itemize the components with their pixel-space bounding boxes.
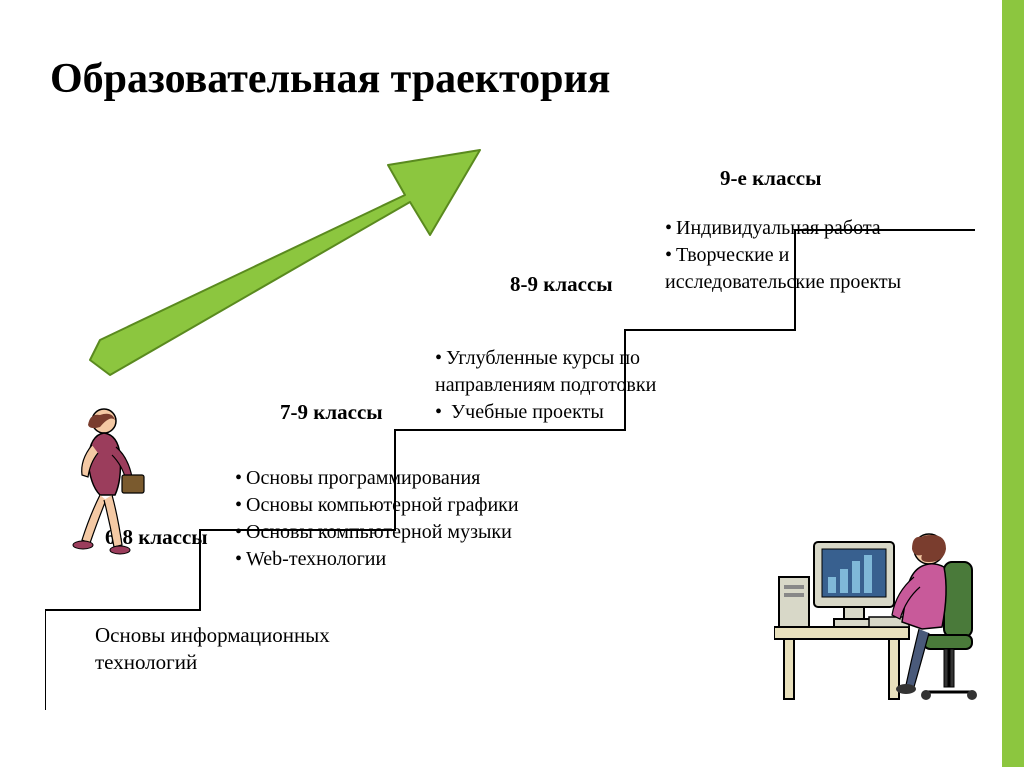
step-item: Web-технологии bbox=[235, 546, 585, 573]
accent-side-bar bbox=[1002, 0, 1024, 767]
step-item: Углубленные курсы по направлениям подгот… bbox=[435, 345, 755, 399]
page-title: Образовательная траектория bbox=[50, 55, 610, 103]
walking-person-icon bbox=[60, 405, 155, 555]
step-items-2: Углубленные курсы по направлениям подгот… bbox=[435, 345, 755, 426]
base-label: Основы информационных технологий bbox=[95, 622, 375, 677]
step-label-2: 7-9 классы bbox=[280, 400, 383, 425]
step-label-3: 8-9 классы bbox=[510, 272, 613, 297]
step-item: Основы программирования bbox=[235, 465, 585, 492]
step-item: Творческие и исследовательские проекты bbox=[665, 242, 945, 296]
step-item: Основы компьютерной музыки bbox=[235, 519, 585, 546]
step-item: Основы компьютерной графики bbox=[235, 492, 585, 519]
step-items-3: Индивидуальная работа Творческие и иссле… bbox=[665, 215, 945, 296]
computer-user-icon bbox=[774, 507, 984, 707]
step-label-4: 9-е классы bbox=[720, 166, 821, 191]
step-item: Учебные проекты bbox=[435, 399, 755, 426]
step-items-1: Основы программирования Основы компьютер… bbox=[235, 465, 585, 573]
step-item: Индивидуальная работа bbox=[665, 215, 945, 242]
